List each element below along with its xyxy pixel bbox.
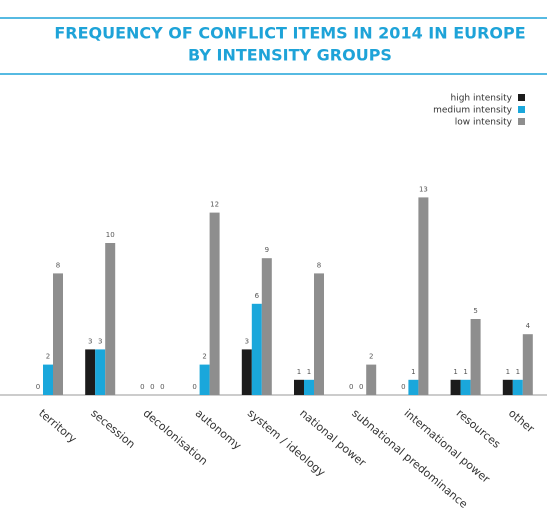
- bar: [502, 379, 513, 395]
- legend-swatch: [518, 106, 525, 113]
- value-label: 2: [46, 353, 50, 361]
- bar: [470, 319, 481, 395]
- value-label: 1: [297, 368, 301, 376]
- value-label: 3: [88, 337, 92, 345]
- bar: [408, 379, 419, 395]
- value-label: 6: [255, 292, 260, 300]
- value-label: 5: [473, 307, 477, 315]
- bar: [85, 349, 96, 395]
- value-label: 8: [317, 261, 321, 269]
- legend-label: medium intensity: [433, 106, 513, 116]
- value-label: 2: [369, 353, 373, 361]
- value-label: 0: [192, 383, 196, 391]
- bar: [53, 273, 63, 395]
- chart-title: BY INTENSITY GROUPS: [188, 46, 392, 65]
- bar: [304, 379, 314, 395]
- value-label: 0: [160, 383, 164, 391]
- bar: [512, 379, 523, 395]
- bar: [209, 212, 220, 395]
- value-label: 1: [516, 368, 520, 376]
- value-label: 1: [506, 368, 510, 376]
- value-label: 0: [401, 383, 405, 391]
- bar: [261, 258, 272, 395]
- bar: [251, 303, 262, 395]
- bar: [450, 379, 461, 395]
- x-tick-label: secession: [88, 407, 137, 451]
- value-label: 1: [307, 368, 311, 376]
- value-label: 0: [36, 383, 40, 391]
- value-label: 3: [245, 337, 249, 345]
- value-label: 10: [106, 231, 115, 239]
- bar: [95, 349, 106, 395]
- legend-swatch: [518, 118, 525, 125]
- bar: [366, 364, 377, 395]
- bar: [105, 243, 116, 395]
- x-tick-label: other: [506, 407, 537, 436]
- value-label: 2: [202, 353, 206, 361]
- bar: [199, 364, 210, 395]
- bar: [522, 334, 533, 395]
- legend-label: low intensity: [455, 118, 513, 128]
- bar: [241, 349, 252, 395]
- value-label: 4: [526, 322, 531, 330]
- value-label: 9: [265, 246, 269, 254]
- bar: [460, 379, 471, 395]
- bar: [314, 273, 324, 395]
- value-label: 1: [463, 368, 467, 376]
- chart-title: FREQUENCY OF CONFLICT ITEMS IN 2014 IN E…: [54, 24, 525, 43]
- x-tick-label: territory: [36, 407, 79, 446]
- value-label: 1: [411, 368, 415, 376]
- value-label: 3: [98, 337, 102, 345]
- value-label: 8: [56, 261, 60, 269]
- value-label: 13: [419, 185, 428, 193]
- value-label: 12: [210, 201, 219, 209]
- value-label: 0: [140, 383, 144, 391]
- x-tick-label: resources: [454, 407, 503, 451]
- value-label: 0: [150, 383, 154, 391]
- value-label: 0: [359, 383, 363, 391]
- value-label: 1: [453, 368, 457, 376]
- bar: [418, 197, 429, 395]
- bar: [294, 379, 304, 395]
- legend-swatch: [518, 94, 525, 101]
- x-tick-label: autonomy: [193, 407, 244, 453]
- value-label: 0: [349, 383, 353, 391]
- bar: [43, 364, 53, 395]
- legend-label: high intensity: [450, 94, 512, 104]
- x-tick-label: international power: [402, 407, 493, 486]
